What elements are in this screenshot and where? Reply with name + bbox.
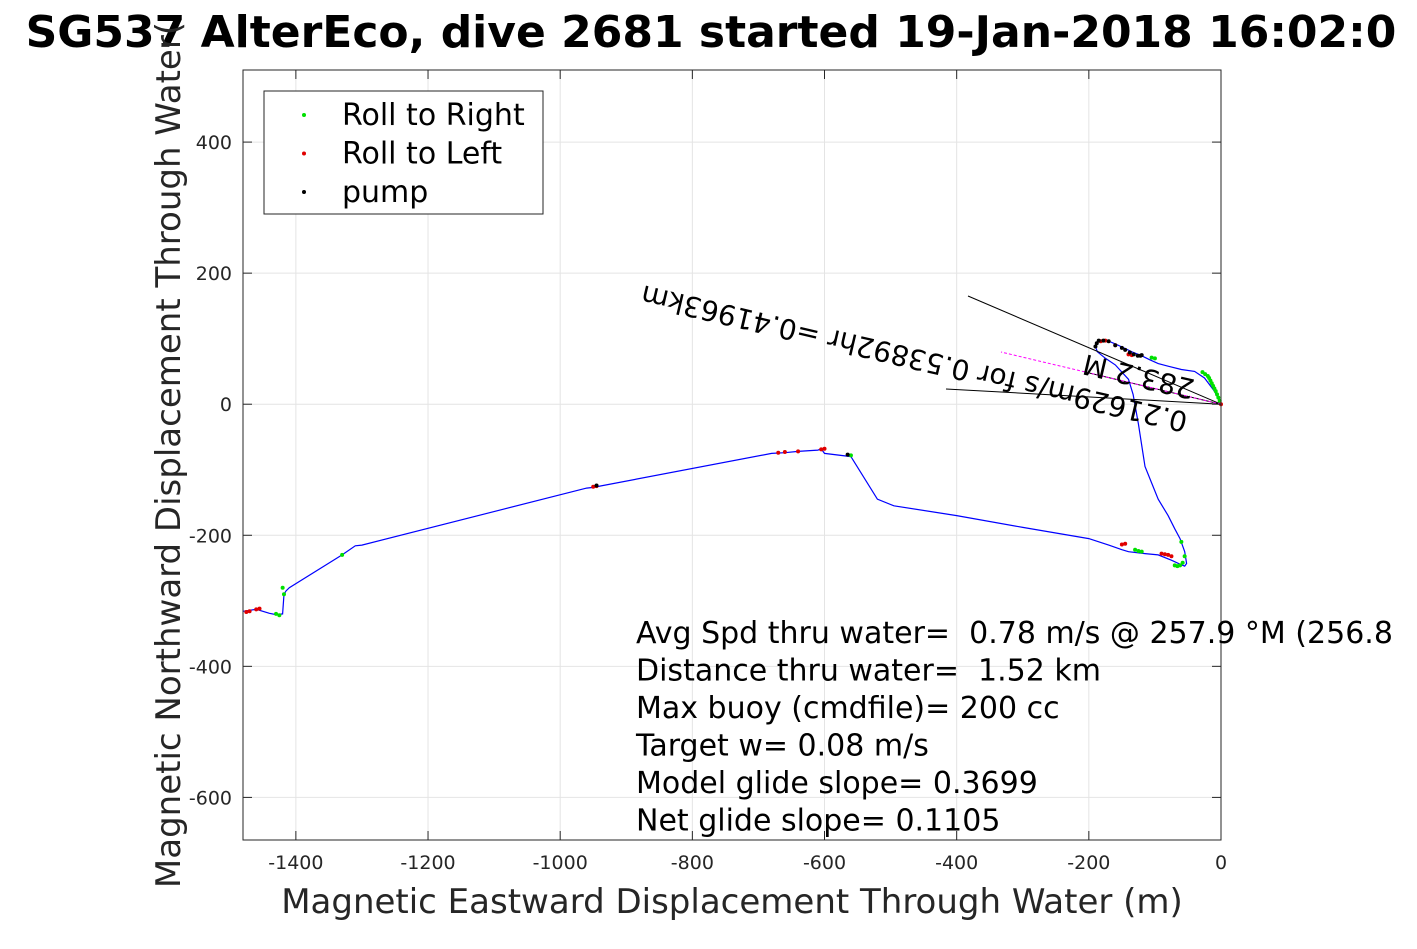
roll-left-point: [591, 484, 596, 489]
stat-line: Avg Spd thru water= 0.78 m/s @ 257.9 °M …: [636, 616, 1393, 651]
roll-right-point: [281, 592, 286, 597]
legend-label: Roll to Right: [342, 98, 525, 133]
data-series: [242, 338, 1223, 618]
y-tick-label: -600: [189, 787, 232, 809]
stat-line: Max buoy (cmdfile)= 200 cc: [636, 691, 1060, 726]
legend-marker: [302, 113, 306, 117]
roll-right-point: [1136, 549, 1141, 554]
y-tick-label: -200: [189, 525, 232, 547]
pump-point: [1106, 339, 1111, 344]
x-axis-label: Magnetic Eastward Displacement Through W…: [281, 882, 1183, 922]
roll-left-point: [1169, 554, 1174, 559]
roll-left-point: [1166, 552, 1171, 557]
roll-right-point: [1139, 549, 1144, 554]
vector-line: [945, 388, 1222, 405]
roll-right-point: [1149, 355, 1154, 360]
roll-right-point: [1180, 560, 1185, 565]
roll-left-point: [257, 606, 262, 611]
roll-right-point: [1215, 392, 1220, 397]
pump-point: [1131, 352, 1136, 357]
roll-left-point: [819, 447, 824, 452]
stat-line: Distance thru water= 1.52 km: [636, 654, 1101, 689]
pump-point: [1113, 343, 1118, 348]
roll-right-point: [1152, 356, 1157, 361]
pump-point: [845, 452, 850, 457]
roll-left-point: [776, 450, 781, 455]
stat-line: Model glide slope= 0.3699: [636, 766, 1038, 801]
roll-right-point: [1133, 547, 1138, 552]
pump-point: [1123, 347, 1128, 352]
axis-ticks: -1400 -1200 -1000 -800 -600 -400 -200 0 -600 -400…: [189, 70, 1227, 874]
pump-point: [1127, 350, 1132, 355]
legend-marker: [302, 151, 306, 156]
roll-right-point: [1216, 395, 1221, 400]
roll-left-point: [822, 446, 827, 451]
x-tick-label: 0: [1215, 852, 1227, 874]
stat-line: Net glide slope= 0.1105: [636, 804, 1000, 839]
roll-right-point: [274, 611, 279, 616]
x-tick-label: -200: [1067, 852, 1110, 874]
y-tick-label: -400: [189, 656, 232, 678]
x-tick-label: -1200: [400, 852, 455, 874]
roll-right-point: [1179, 539, 1184, 544]
roll-right-point: [340, 552, 345, 557]
y-tick-label: 200: [196, 263, 232, 285]
plot-frame: [242, 69, 1222, 841]
x-tick-label: -1400: [268, 852, 323, 874]
x-tick-label: -1000: [533, 852, 588, 874]
roll-left-point: [1159, 551, 1164, 556]
roll-right-point: [1182, 554, 1187, 559]
roll-right-point: [280, 585, 285, 590]
roll-left-point: [782, 450, 787, 455]
roll-right-point: [277, 613, 282, 618]
legend-marker: [302, 190, 306, 194]
chart-title: SG537 AlterEco, dive 2681 started 19-Jan…: [26, 7, 1397, 58]
legend-box: [263, 90, 544, 215]
roll-right-point: [1172, 563, 1177, 568]
vector-line: [967, 295, 1222, 405]
stats-text: Avg Spd thru water= 0.78 m/s @ 257.9 °M …: [635, 616, 1393, 839]
y-tick-label: 0: [220, 394, 232, 416]
roll-left-point: [1162, 552, 1167, 557]
pump-point: [594, 483, 599, 488]
y-tick-label: 400: [196, 132, 232, 154]
roll-right-point: [848, 453, 853, 458]
roll-left-point: [244, 609, 249, 614]
legend-label: Roll to Left: [342, 137, 502, 172]
pump-point: [1119, 345, 1124, 350]
roll-left-point: [796, 449, 801, 454]
roll-left-point: [247, 609, 252, 614]
pump-point: [1094, 341, 1099, 346]
x-tick-label: -800: [671, 852, 714, 874]
x-tick-label: -600: [803, 852, 846, 874]
legend-label: pump: [342, 175, 428, 210]
roll-left-point: [1123, 541, 1128, 546]
stat-line: Target w= 0.08 m/s: [635, 729, 929, 764]
roll-left-point: [1119, 542, 1124, 547]
pump-point: [1093, 344, 1098, 349]
roll-right-point: [1200, 370, 1205, 375]
pump-point: [1138, 353, 1143, 358]
y-axis-label: Magnetic Northward Displacement Through …: [149, 22, 189, 888]
x-tick-label: -400: [935, 852, 978, 874]
vector-line-dashed: [1000, 351, 1222, 405]
roll-left-point: [254, 607, 259, 612]
pump-point: [1101, 338, 1106, 343]
